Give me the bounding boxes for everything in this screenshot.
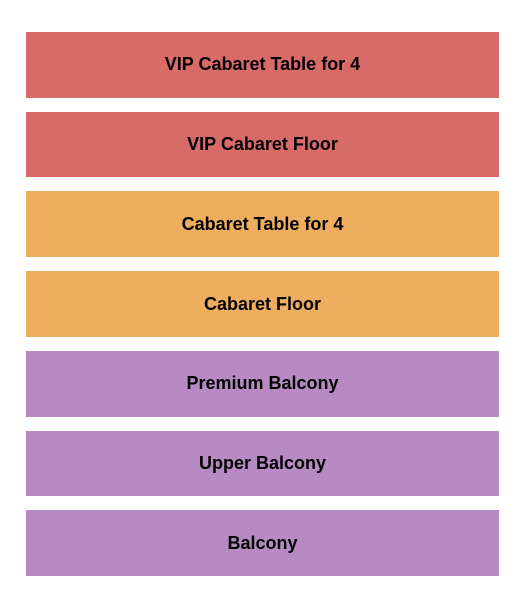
seating-section-cabaret-floor[interactable]: Cabaret Floor [26, 271, 499, 337]
section-label: Balcony [227, 533, 297, 554]
section-label: Cabaret Floor [204, 294, 321, 315]
seating-section-cabaret-table[interactable]: Cabaret Table for 4 [26, 191, 499, 257]
seating-section-balcony[interactable]: Balcony [26, 510, 499, 576]
seating-section-vip-floor[interactable]: VIP Cabaret Floor [26, 112, 499, 178]
seating-section-upper-balcony[interactable]: Upper Balcony [26, 431, 499, 497]
section-label: Cabaret Table for 4 [182, 214, 344, 235]
section-label: VIP Cabaret Floor [187, 134, 338, 155]
seating-section-vip-table[interactable]: VIP Cabaret Table for 4 [26, 32, 499, 98]
section-label: Premium Balcony [186, 373, 338, 394]
seating-section-premium-balcony[interactable]: Premium Balcony [26, 351, 499, 417]
section-label: Upper Balcony [199, 453, 326, 474]
section-label: VIP Cabaret Table for 4 [165, 54, 360, 75]
